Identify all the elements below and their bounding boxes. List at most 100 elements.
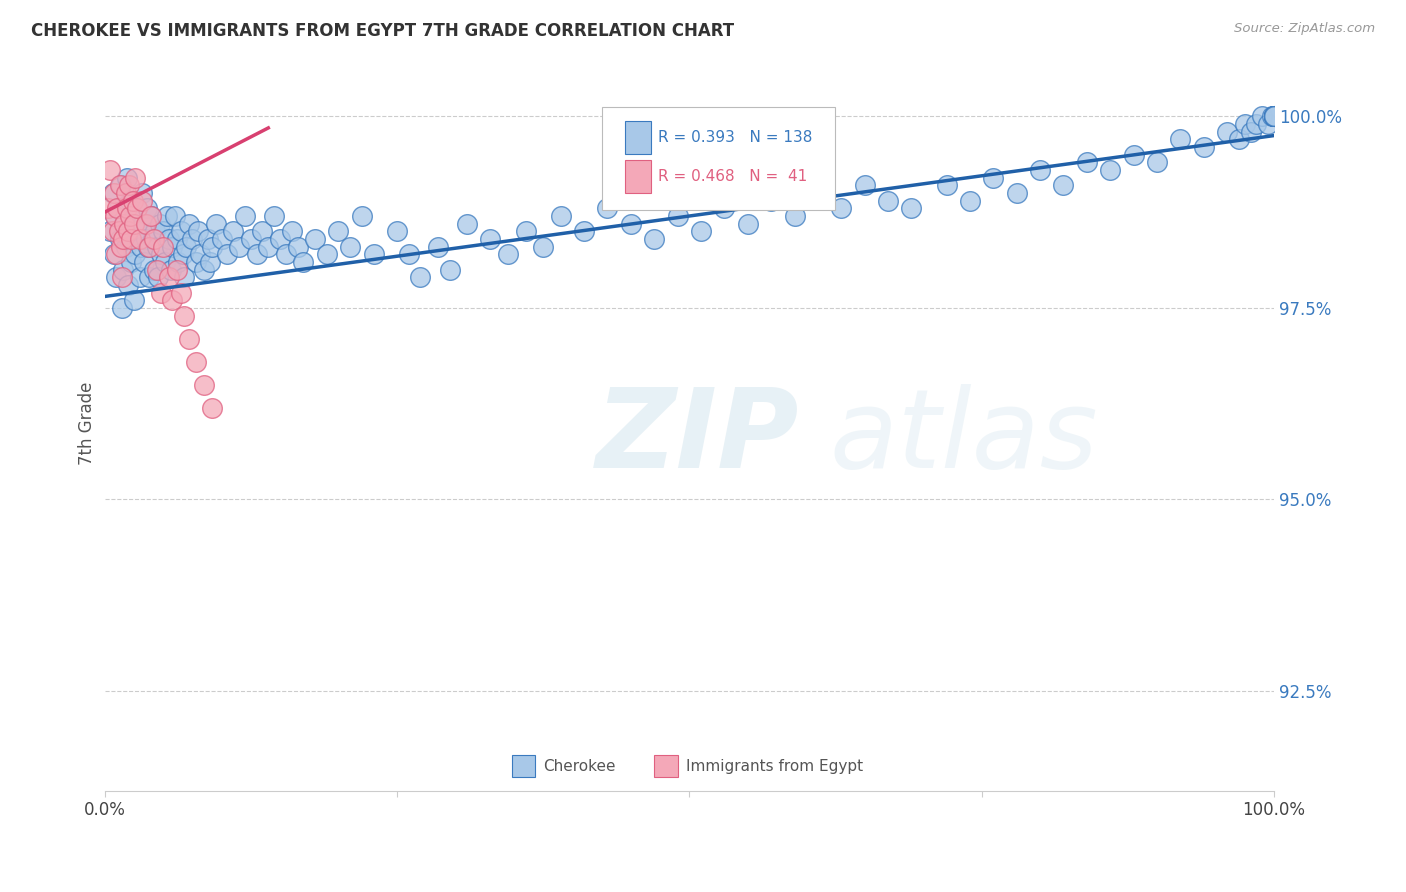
Point [531, 240, 554, 254]
Point [1099, 163, 1122, 178]
Point [1192, 140, 1215, 154]
Point [173, 270, 195, 285]
Text: R = 0.468   N =  41: R = 0.468 N = 41 [658, 169, 807, 184]
Point [166, 232, 188, 246]
Point [146, 240, 169, 254]
Y-axis label: 7th Grade: 7th Grade [79, 381, 96, 465]
Text: Cherokee: Cherokee [543, 759, 616, 774]
Point [643, 232, 665, 246]
Point [439, 262, 461, 277]
Point [135, 202, 157, 216]
Point [146, 262, 169, 277]
Point [128, 270, 150, 285]
Text: atlas: atlas [830, 384, 1098, 491]
Point [550, 209, 572, 223]
Point [1076, 155, 1098, 169]
Point [900, 202, 922, 216]
Point [572, 224, 595, 238]
Point [148, 270, 170, 285]
Point [101, 224, 124, 238]
Point [162, 293, 184, 308]
Point [1170, 132, 1192, 146]
Point [204, 217, 226, 231]
Point [280, 224, 302, 238]
Point [1263, 110, 1285, 124]
Point [108, 232, 131, 246]
Point [135, 232, 157, 246]
Point [141, 209, 163, 223]
Point [141, 232, 163, 246]
Point [456, 217, 478, 231]
Point [121, 255, 143, 269]
Point [409, 270, 432, 285]
Point [1263, 110, 1285, 124]
Point [1263, 110, 1285, 124]
Point [135, 217, 157, 231]
Point [103, 186, 125, 200]
Point [97, 202, 120, 216]
Point [1263, 110, 1285, 124]
Point [201, 401, 224, 415]
Point [292, 255, 315, 269]
Point [666, 209, 689, 223]
Bar [512, 756, 534, 777]
Point [596, 202, 619, 216]
Point [105, 270, 128, 285]
Point [620, 217, 643, 231]
Point [1216, 125, 1239, 139]
Point [114, 217, 136, 231]
Point [1263, 110, 1285, 124]
Point [737, 217, 759, 231]
Point [142, 232, 165, 246]
Point [131, 186, 153, 200]
Point [118, 232, 141, 246]
Point [138, 270, 160, 285]
Point [152, 240, 174, 254]
Point [114, 186, 136, 200]
Point [121, 209, 143, 223]
Point [107, 202, 129, 216]
Point [104, 209, 127, 223]
Point [233, 209, 256, 223]
Point [115, 202, 138, 216]
Point [143, 224, 166, 238]
Point [713, 202, 735, 216]
Point [157, 232, 180, 246]
Bar [624, 161, 651, 194]
Point [853, 178, 876, 193]
Point [263, 209, 285, 223]
Point [807, 186, 830, 200]
Point [176, 240, 198, 254]
Point [1233, 117, 1256, 131]
Point [959, 194, 981, 208]
Point [104, 209, 127, 223]
Point [149, 247, 172, 261]
Point [110, 178, 132, 193]
Point [166, 262, 188, 277]
Point [339, 240, 361, 254]
Point [690, 224, 713, 238]
Point [177, 332, 200, 346]
Point [122, 217, 145, 231]
Point [101, 186, 124, 200]
Point [177, 217, 200, 231]
Point [167, 255, 190, 269]
Point [1260, 110, 1282, 124]
Point [1251, 110, 1274, 124]
Point [935, 178, 957, 193]
Point [138, 240, 160, 254]
Point [105, 247, 128, 261]
Point [124, 247, 146, 261]
Point [197, 232, 219, 246]
Point [783, 209, 806, 223]
Point [148, 217, 170, 231]
Point [110, 240, 132, 254]
Point [269, 232, 291, 246]
Point [129, 240, 152, 254]
Point [160, 262, 183, 277]
Point [981, 170, 1004, 185]
Point [239, 232, 262, 246]
Point [398, 247, 420, 261]
Point [127, 202, 149, 216]
Point [830, 202, 852, 216]
